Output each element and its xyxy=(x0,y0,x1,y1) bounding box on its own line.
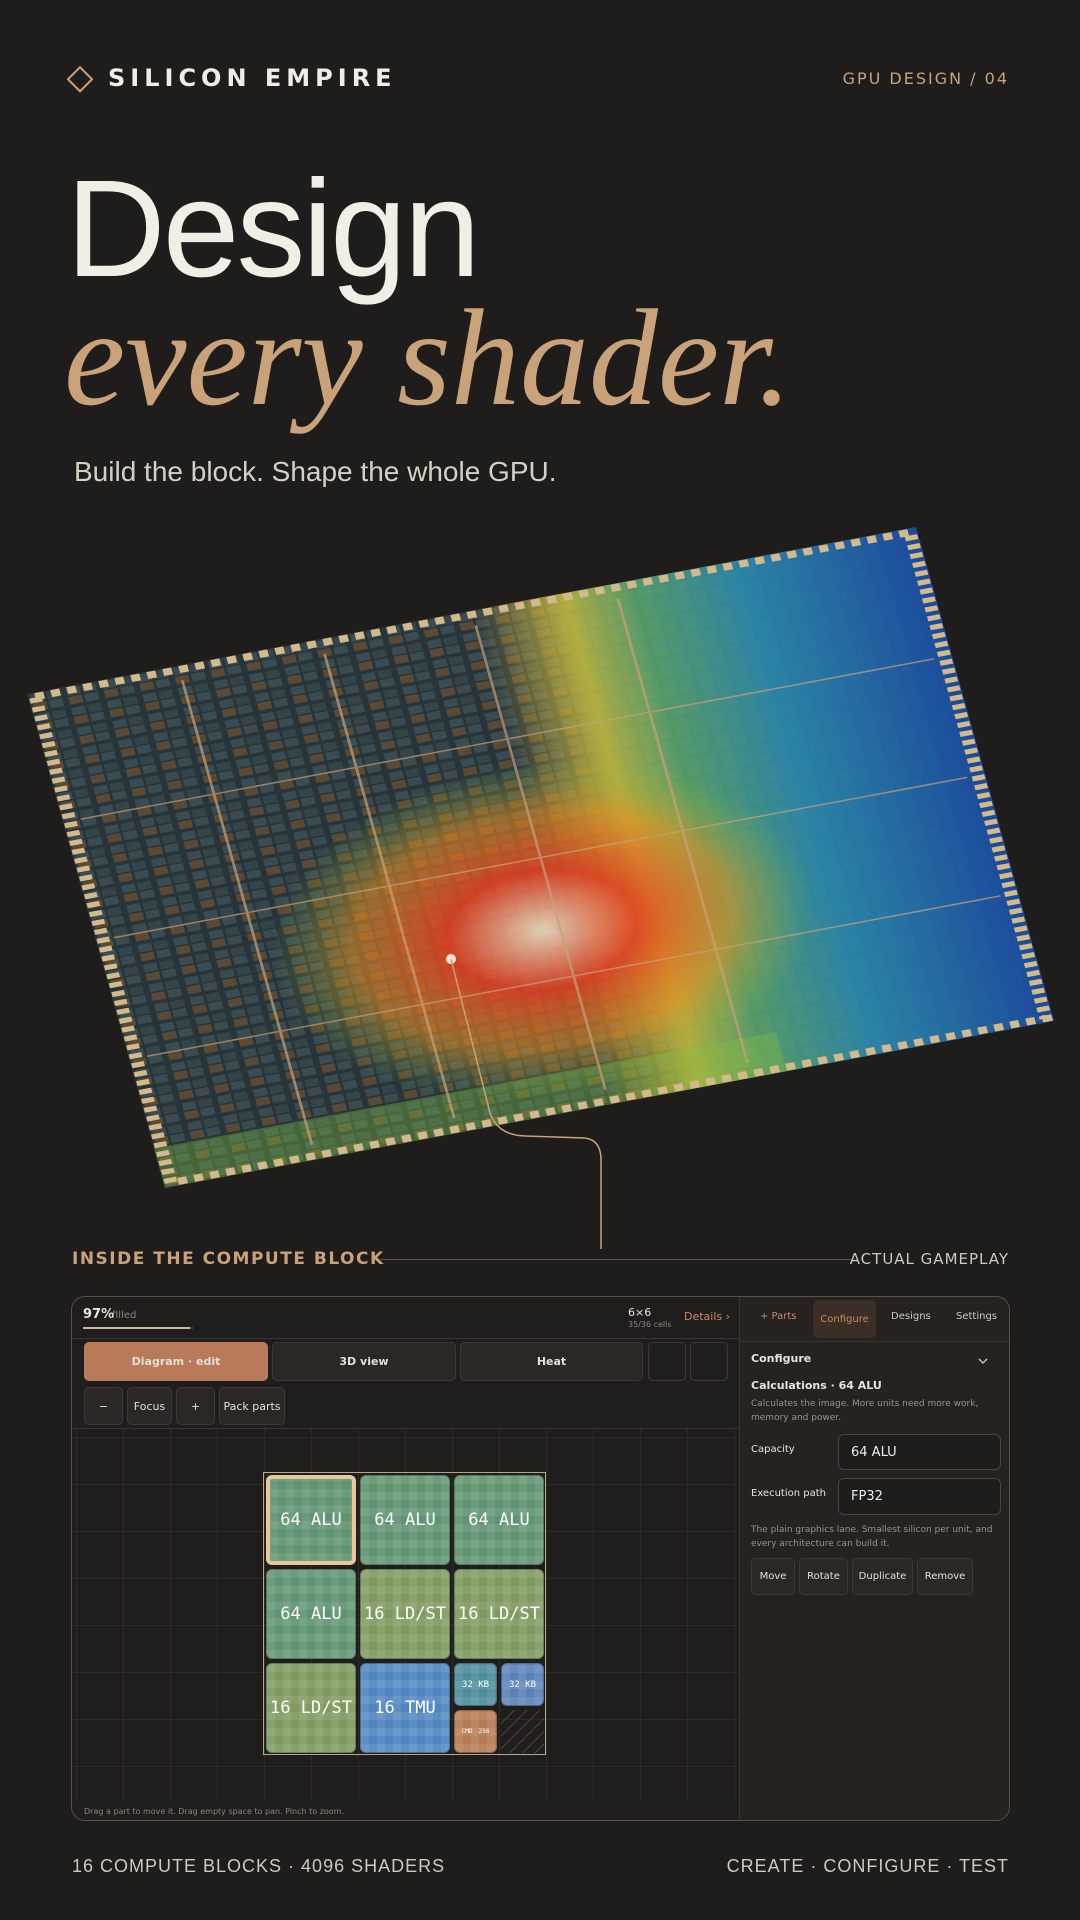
page-tag: GPU DESIGN / 04 xyxy=(842,69,1009,88)
part[interactable]: 16 TMU xyxy=(360,1663,450,1753)
action-button[interactable]: Duplicate xyxy=(852,1558,913,1595)
divider xyxy=(739,1297,740,1820)
brand: SILICON EMPIRE xyxy=(108,64,397,92)
field-label: Execution path xyxy=(751,1488,826,1499)
redo-button[interactable] xyxy=(690,1342,728,1381)
footer-right: CREATE · CONFIGURE · TEST xyxy=(726,1856,1009,1876)
action-button[interactable]: Rotate xyxy=(799,1558,848,1595)
part-label: 64 ALU xyxy=(280,1510,342,1530)
cell-count: 35/36 cells xyxy=(628,1320,672,1329)
part-label: 32 KB xyxy=(508,1679,537,1690)
focus-button[interactable]: Focus xyxy=(127,1387,172,1425)
part[interactable]: CMD 256 xyxy=(454,1710,497,1753)
undo-button[interactable] xyxy=(648,1342,686,1381)
part[interactable]: 64 ALU xyxy=(266,1475,356,1565)
action-button[interactable]: Remove xyxy=(917,1558,973,1595)
sidebar-tab[interactable]: Configure xyxy=(813,1300,876,1338)
editor-panel: 97% filled 6×6 35/36 cells Details › Dia… xyxy=(71,1296,1010,1821)
zoom-in[interactable]: + xyxy=(176,1387,215,1425)
details-link[interactable]: Details › xyxy=(684,1310,731,1323)
part[interactable]: 16 LD/ST xyxy=(454,1569,544,1659)
collapse-icon[interactable] xyxy=(978,1357,988,1365)
view-tab[interactable]: Diagram · edit xyxy=(84,1342,268,1381)
part[interactable]: 16 LD/ST xyxy=(360,1569,450,1659)
section-note: ACTUAL GAMEPLAY xyxy=(849,1250,1009,1268)
fill-value: 97% xyxy=(83,1307,115,1322)
sidebar-tab[interactable]: + Parts xyxy=(760,1311,797,1322)
part[interactable]: 64 ALU xyxy=(454,1475,544,1565)
part-label: 32 KB xyxy=(461,1679,490,1690)
pack-button[interactable]: Pack parts xyxy=(219,1387,285,1425)
part-label: CMD xyxy=(461,1728,473,1735)
grid-size: 6×6 xyxy=(628,1306,652,1319)
part-sublabel: 256 xyxy=(478,1728,490,1735)
sidebar-tab[interactable]: Designs xyxy=(891,1311,931,1322)
sidebar: + Parts Configure Designs Settings Confi… xyxy=(740,1297,1009,1820)
path-select[interactable]: FP32 xyxy=(838,1478,1001,1515)
headline: Design xyxy=(66,152,481,306)
zoom-out[interactable]: − xyxy=(84,1387,123,1425)
chip-render xyxy=(27,527,1054,1249)
fill-label: filled xyxy=(112,1310,137,1321)
divider xyxy=(72,1338,739,1339)
part[interactable]: 16 LD/ST xyxy=(266,1663,356,1753)
view-tab[interactable]: 3D view xyxy=(272,1342,456,1381)
part-label: 16 TMU xyxy=(374,1698,436,1718)
part[interactable]: 32 KB xyxy=(454,1663,497,1706)
capacity-select[interactable]: 64 ALU xyxy=(838,1434,1001,1470)
part[interactable]: 64 ALU xyxy=(266,1569,356,1659)
part-note: The plain graphics lane. Smallest silico… xyxy=(751,1525,993,1549)
part-description: Calculates the image. More units need mo… xyxy=(751,1399,979,1423)
divider xyxy=(380,1259,852,1260)
footer-left: 16 COMPUTE BLOCKS · 4096 SHADERS xyxy=(72,1856,446,1876)
part[interactable]: 32 KB xyxy=(501,1663,544,1706)
headline-accent: every shader. xyxy=(64,281,793,434)
divider xyxy=(72,1428,739,1429)
view-tab[interactable]: Heat xyxy=(460,1342,643,1381)
sidebar-tab[interactable]: Settings xyxy=(956,1311,998,1322)
divider xyxy=(740,1341,1009,1342)
field-label: Capacity xyxy=(751,1444,795,1455)
brand-icon xyxy=(66,66,94,93)
part-label: 16 LD/ST xyxy=(458,1604,540,1624)
block-outline xyxy=(263,1472,546,1755)
action-button[interactable]: Move xyxy=(751,1558,795,1595)
part-title: Calculations · 64 ALU xyxy=(751,1379,882,1392)
part-label: 64 ALU xyxy=(468,1510,530,1530)
subtitle: Build the block. Shape the whole GPU. xyxy=(74,456,557,487)
section-title: INSIDE THE COMPUTE BLOCK xyxy=(72,1249,385,1269)
hint: Drag a part to move it. Drag empty space… xyxy=(84,1807,345,1816)
panel-heading: Configure xyxy=(751,1352,812,1365)
part-label: 64 ALU xyxy=(280,1604,342,1624)
part-label: 64 ALU xyxy=(374,1510,436,1530)
part[interactable]: 64 ALU xyxy=(360,1475,450,1565)
part-label: 16 LD/ST xyxy=(364,1604,446,1624)
part-label: 16 LD/ST xyxy=(270,1698,352,1718)
empty-cell[interactable] xyxy=(501,1710,544,1753)
fill-track xyxy=(83,1327,193,1329)
